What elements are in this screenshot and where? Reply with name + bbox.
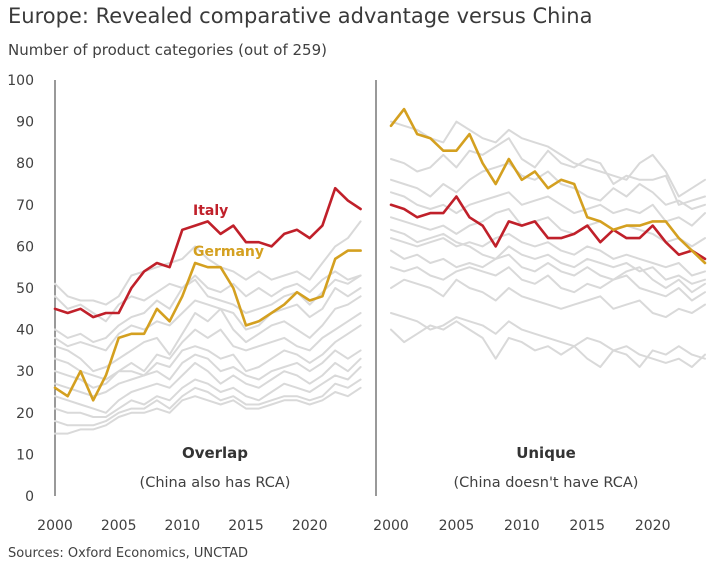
- other-country-series-line: [390, 266, 706, 302]
- other-country-series-line: [390, 191, 706, 227]
- y-tick-label: 70: [16, 198, 34, 214]
- italy-series-label: Italy: [193, 203, 228, 219]
- y-tick-label: 40: [16, 323, 34, 339]
- y-tick-label: 50: [16, 281, 34, 297]
- other-country-series-line: [390, 162, 706, 210]
- other-country-series-line: [390, 137, 706, 206]
- other-country-series-line: [54, 274, 362, 344]
- x-tick-label: 2015: [569, 518, 605, 534]
- other-country-series-line: [390, 278, 706, 319]
- x-tick-label: 2005: [439, 518, 475, 534]
- other-country-series-line: [390, 249, 706, 294]
- y-tick-label: 60: [16, 239, 34, 255]
- other-country-series-line: [54, 366, 362, 418]
- y-tick-label: 20: [16, 406, 34, 422]
- y-tick-label: 30: [16, 364, 34, 380]
- other-country-series-line: [390, 120, 706, 198]
- other-country-series-line: [54, 349, 362, 398]
- x-tick-label: 2010: [165, 518, 201, 534]
- y-tick-label: 10: [16, 447, 34, 463]
- other-country-series-line: [54, 312, 362, 381]
- other-country-series-line: [390, 312, 706, 368]
- italy-series-line-unique: [389, 195, 707, 261]
- other-country-series-line: [390, 320, 706, 368]
- chart-subtitle: Number of product categories (out of 259…: [8, 41, 327, 59]
- other-country-series-line: [54, 357, 362, 414]
- other-country-series-line: [54, 220, 362, 306]
- other-country-series-line: [54, 378, 362, 427]
- italy-series-line-overlap: [53, 186, 362, 319]
- y-tick-label: 90: [16, 115, 34, 131]
- other-country-series-line: [54, 295, 362, 373]
- source-note: Sources: Oxford Economics, UNCTAD: [8, 546, 249, 561]
- germany-series-label: Germany: [193, 244, 264, 260]
- other-country-series-line: [54, 324, 362, 389]
- x-tick-label: 2005: [101, 518, 137, 534]
- panel-label-overlap: Overlap: [182, 444, 248, 462]
- other-country-series-line: [390, 232, 706, 277]
- x-tick-label: 2020: [635, 518, 671, 534]
- chart-title: Europe: Revealed comparative advantage v…: [8, 4, 593, 28]
- x-tick-label: 2020: [292, 518, 328, 534]
- y-tick-label: 100: [7, 73, 34, 89]
- y-tick-label: 80: [16, 156, 34, 172]
- other-country-series-line: [54, 287, 362, 352]
- germany-series-line-overlap: [53, 249, 362, 402]
- y-tick-label: 0: [25, 489, 34, 505]
- germany-series-line-unique: [389, 107, 707, 265]
- other-country-series-line: [390, 208, 706, 248]
- other-country-series-line: [390, 228, 706, 285]
- x-tick-label: 2000: [37, 518, 73, 534]
- other-country-series-line: [54, 386, 362, 435]
- x-tick-label: 2000: [373, 518, 409, 534]
- panel-sublabel-unique: (China doesn't have RCA): [454, 475, 639, 491]
- x-tick-label: 2015: [228, 518, 264, 534]
- other-country-series-line: [54, 270, 362, 323]
- x-tick-label: 2010: [504, 518, 540, 534]
- panel-sublabel-overlap: (China also has RCA): [140, 475, 291, 491]
- panel-label-unique: Unique: [516, 444, 576, 462]
